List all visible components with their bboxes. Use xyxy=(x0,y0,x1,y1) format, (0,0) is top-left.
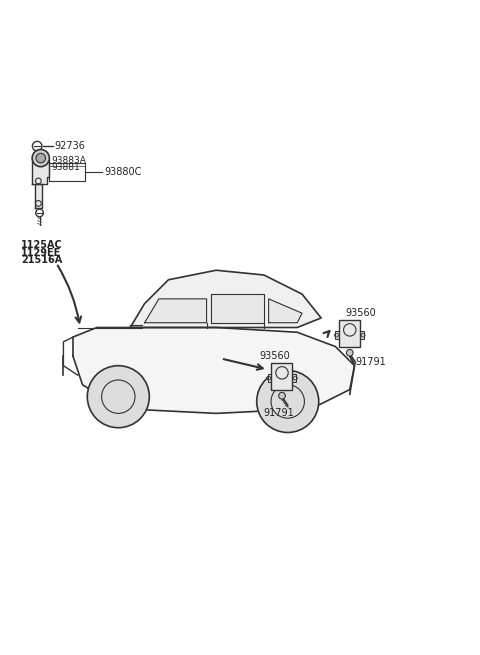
Circle shape xyxy=(279,392,285,399)
Polygon shape xyxy=(130,271,321,328)
Text: 93880C: 93880C xyxy=(104,167,142,177)
Text: 21516A: 21516A xyxy=(22,255,63,265)
Circle shape xyxy=(32,149,49,166)
Text: 93560: 93560 xyxy=(345,309,376,318)
Bar xyxy=(339,320,360,346)
Bar xyxy=(360,331,364,339)
Polygon shape xyxy=(35,184,42,208)
Text: 91791: 91791 xyxy=(356,358,386,367)
Text: 93560: 93560 xyxy=(259,351,290,361)
Polygon shape xyxy=(211,294,264,323)
Circle shape xyxy=(257,371,319,432)
Bar xyxy=(336,331,339,339)
Text: 92736: 92736 xyxy=(55,141,86,151)
Text: 1129EE: 1129EE xyxy=(22,248,62,257)
Bar xyxy=(272,364,292,390)
Text: 93881: 93881 xyxy=(51,163,80,172)
Circle shape xyxy=(347,350,353,356)
Polygon shape xyxy=(144,299,206,323)
Polygon shape xyxy=(33,160,49,184)
Circle shape xyxy=(87,365,149,428)
Polygon shape xyxy=(269,299,302,323)
Bar xyxy=(292,374,296,383)
Bar xyxy=(268,374,272,383)
Circle shape xyxy=(36,153,46,163)
Text: 1125AC: 1125AC xyxy=(22,240,63,250)
Text: 91791: 91791 xyxy=(264,409,295,419)
Text: 93883A: 93883A xyxy=(51,157,86,165)
Polygon shape xyxy=(73,328,355,413)
